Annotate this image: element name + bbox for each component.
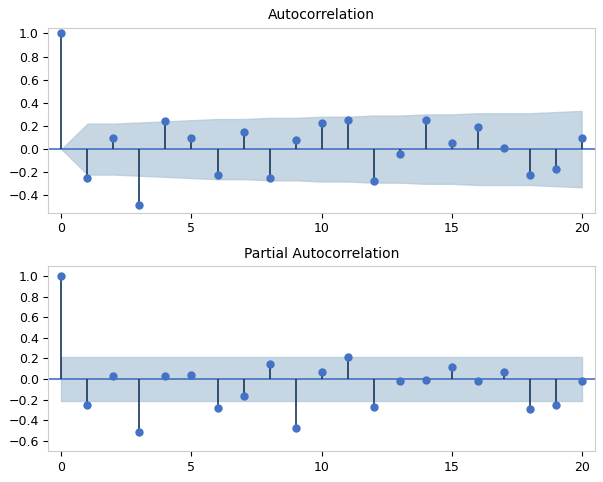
Title: Autocorrelation: Autocorrelation: [268, 8, 375, 22]
Title: Partial Autocorrelation: Partial Autocorrelation: [244, 247, 399, 261]
